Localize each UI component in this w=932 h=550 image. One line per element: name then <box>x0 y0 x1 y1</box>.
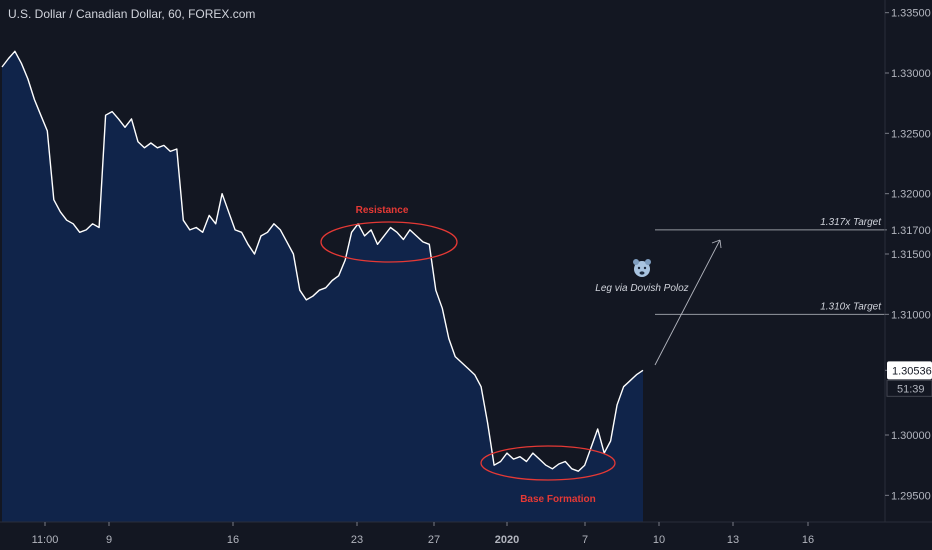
bear-icon-eye <box>637 266 641 270</box>
countdown-badge <box>886 379 932 397</box>
y-tick-label: 1.33000 <box>891 68 931 80</box>
base-formation-label: Base Formation <box>520 494 596 505</box>
bear-icon-face <box>634 261 650 277</box>
resistance-label: Resistance <box>356 205 409 216</box>
x-tick-label: 11:00 <box>32 534 59 546</box>
last-price-label: 1.30536 <box>892 365 932 377</box>
leg-arrow-head <box>711 239 722 249</box>
target-label-1310: 1.310x Target <box>820 301 882 312</box>
price-area-layer <box>1 50 644 523</box>
x-tick-label: 16 <box>227 534 239 546</box>
target-lines-layer: 1.317x Target 1.310x Target <box>655 217 885 315</box>
price-area-fill <box>2 51 643 523</box>
x-tick-label: 13 <box>727 534 739 546</box>
leg-arrow-line <box>654 239 721 366</box>
x-tick-label: 10 <box>653 534 665 546</box>
resistance-ellipse <box>320 221 458 263</box>
y-tick-label: 1.32500 <box>891 128 931 140</box>
bear-icon-eye <box>643 266 647 270</box>
annotations-layer: Resistance Base Formation Leg via Dovish P… <box>320 205 722 505</box>
x-tick-label: 2020 <box>495 534 519 546</box>
bear-icon-ear <box>645 259 651 265</box>
leg-label: Leg via Dovish Poloz <box>595 283 688 294</box>
base-formation-ellipse <box>480 445 616 481</box>
target-price-badge <box>887 220 932 239</box>
x-tick-label: 16 <box>802 534 814 546</box>
x-tick-label: 27 <box>428 534 440 546</box>
price-line <box>1 50 644 472</box>
y-tick-label: 1.31000 <box>891 309 931 321</box>
chart-title: U.S. Dollar / Canadian Dollar, 60, FOREX… <box>8 7 256 21</box>
y-tick-label: 1.30000 <box>891 430 931 442</box>
bear-icon-nose <box>639 271 645 275</box>
target-label-1317: 1.317x Target <box>820 217 882 228</box>
y-tick-label: 1.29500 <box>891 490 931 502</box>
countdown-label: 51:39 <box>897 383 925 395</box>
bear-icon <box>633 259 651 277</box>
x-tick-label: 7 <box>582 534 588 546</box>
y-tick-label: 1.32000 <box>891 189 931 201</box>
x-tick-label: 23 <box>351 534 363 546</box>
bear-icon-ear <box>633 259 639 265</box>
y-tick-label: 1.33500 <box>891 8 931 20</box>
y-tick-label: 1.31500 <box>891 249 931 261</box>
y-tick-label: 1.31700 <box>891 225 931 237</box>
last-price-badge <box>887 361 932 380</box>
x-tick-label: 9 <box>106 534 112 546</box>
